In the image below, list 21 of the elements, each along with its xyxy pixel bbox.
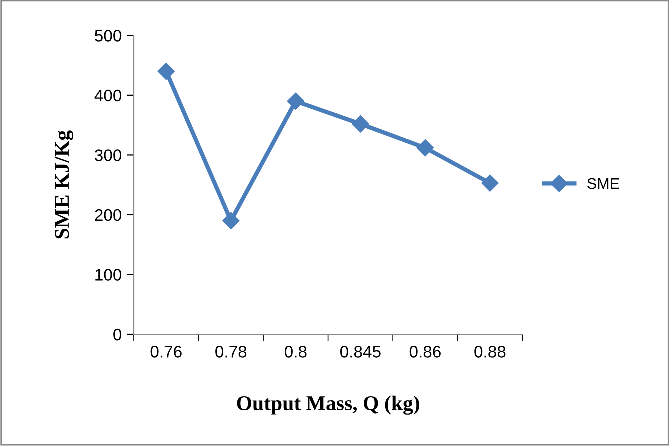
y-tick-label: 300 (95, 150, 122, 162)
x-tick-label: 0.86 (410, 346, 441, 358)
point (287, 92, 304, 110)
x-tick-label: 0.76 (150, 346, 182, 358)
x-tick-label: 0.88 (474, 346, 506, 358)
y-tick-label: 200 (95, 209, 122, 222)
point (352, 116, 370, 133)
x-axis-title: Output Mass, Q (kg) (237, 396, 420, 415)
point (222, 212, 240, 230)
y-axis-title: SME KJ/Kg (55, 130, 74, 239)
point (416, 139, 434, 157)
point (482, 174, 499, 192)
x-tick-label: 0.8 (284, 346, 307, 358)
x-tick-label: 0.78 (216, 346, 247, 358)
x-tick-label: 0.845 (340, 346, 381, 358)
y-tick-label: 100 (96, 269, 122, 281)
point (158, 62, 175, 80)
y-tick-label: 0 (114, 328, 122, 341)
legend-label: SME (588, 178, 620, 190)
y-tick-label: 500 (95, 30, 122, 42)
y-tick-label: 400 (94, 90, 122, 102)
